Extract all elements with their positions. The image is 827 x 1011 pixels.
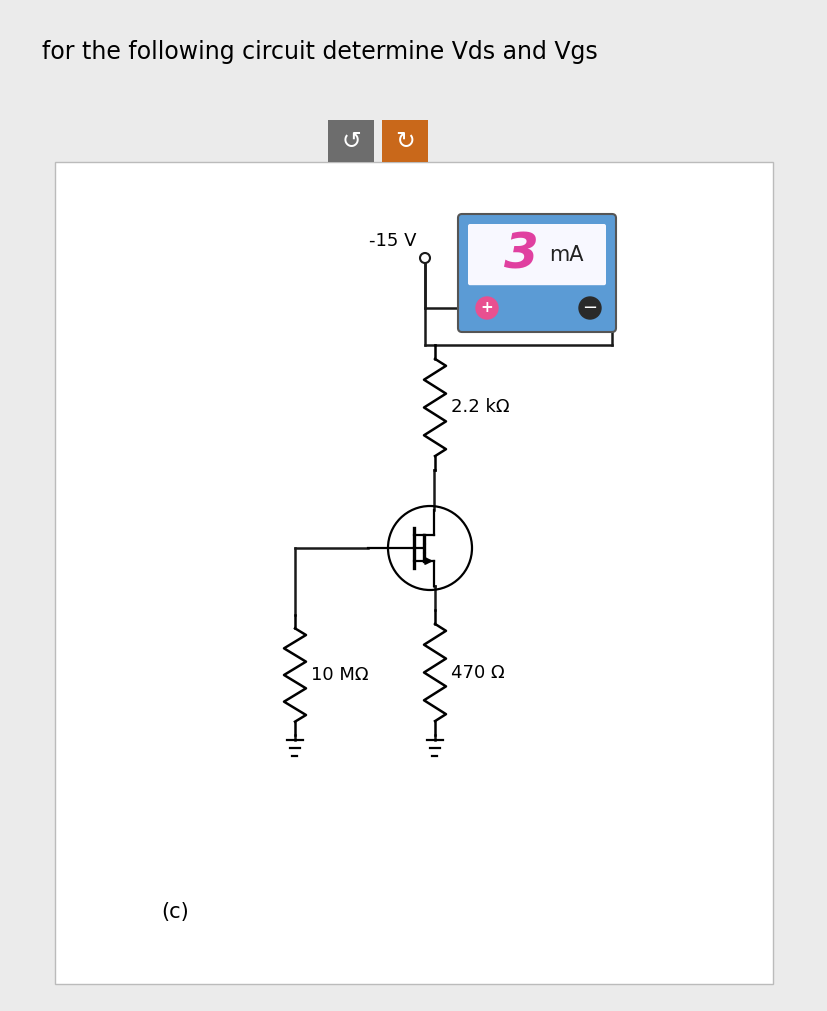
Text: 3: 3 [503,231,538,279]
Text: ↺: ↺ [341,129,361,153]
Text: 2.2 kΩ: 2.2 kΩ [451,398,509,417]
Circle shape [476,297,497,319]
Text: mA: mA [548,245,583,265]
Text: (c): (c) [161,902,189,922]
Text: −: − [581,299,597,317]
FancyBboxPatch shape [381,120,428,162]
Text: 10 MΩ: 10 MΩ [311,666,368,684]
Text: for the following circuit determine Vds and Vgs: for the following circuit determine Vds … [42,40,597,64]
FancyBboxPatch shape [457,214,615,332]
FancyBboxPatch shape [327,120,374,162]
FancyBboxPatch shape [55,162,772,984]
Text: 470 Ω: 470 Ω [451,663,504,681]
FancyBboxPatch shape [467,224,605,285]
Text: +: + [480,300,493,315]
Text: -15 V: -15 V [369,232,417,250]
Circle shape [578,297,600,319]
Text: ↻: ↻ [394,129,414,153]
